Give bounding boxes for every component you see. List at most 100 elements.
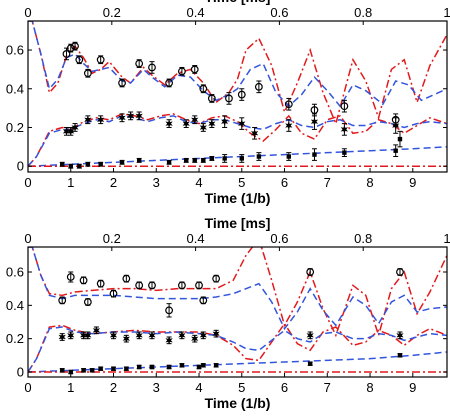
x2-tick-label: 0 (24, 231, 31, 246)
x-tick-label: 7 (324, 175, 331, 190)
data-point-star (208, 119, 216, 128)
data-point-circle (122, 274, 131, 283)
data-point-star (340, 125, 349, 134)
x2-tick-label: 0.6 (270, 5, 288, 20)
data-point-circle (165, 79, 173, 87)
data-point-square (209, 156, 215, 161)
data-point-star (182, 119, 190, 128)
x-tick-label: 6 (281, 175, 288, 190)
data-point-square (119, 160, 125, 165)
x2-tick-label: 1 (443, 5, 450, 20)
x2-tick-label: 0.8 (354, 5, 372, 20)
data-point-square (183, 158, 189, 163)
data-point-square (256, 154, 262, 159)
data-point-square (196, 364, 202, 370)
data-point-square (342, 150, 347, 155)
x-tick-label: 0 (24, 175, 31, 190)
data-point-circle (96, 55, 105, 64)
data-point-circle (199, 296, 208, 305)
x-tick-label: 3 (153, 380, 160, 395)
theory-curve-red (28, 113, 447, 167)
x2-tick-label: 0.8 (354, 231, 372, 246)
y-tick-label: 0 (17, 365, 24, 380)
data-point-square (98, 162, 103, 167)
data-point-star (135, 111, 143, 121)
theory-curve-red (28, 21, 447, 126)
data-point-star (199, 123, 207, 132)
data-point-square (166, 364, 172, 370)
data-point-star (71, 123, 79, 132)
data-point-star (118, 113, 126, 122)
data-point-circle (83, 298, 92, 306)
data-point-square (179, 363, 185, 368)
data-point-circle (109, 289, 118, 298)
data-point-circle (340, 102, 349, 111)
data-point-star (250, 129, 259, 138)
data-point-square (222, 156, 227, 161)
data-point-star (84, 331, 92, 340)
x-tick-label: 9 (409, 380, 416, 395)
data-point-star (285, 121, 293, 130)
data-point-circle (79, 276, 88, 285)
data-point-circle (118, 79, 126, 87)
data-point-square (124, 366, 129, 371)
data-point-circle (148, 281, 156, 290)
data-point-square (192, 158, 197, 163)
x2-tick-label: 0.4 (187, 231, 205, 246)
data-point-circle (58, 296, 67, 305)
x-tick-label: 0 (24, 380, 31, 395)
data-point-star (306, 331, 314, 340)
data-point-circle (254, 82, 263, 91)
data-point-star (97, 115, 105, 124)
data-point-square (136, 158, 142, 163)
data-point-circle (207, 94, 216, 103)
data-point-circle (178, 67, 186, 76)
data-point-square (81, 368, 86, 373)
x-tick-label: 5 (238, 175, 245, 190)
data-point-star (58, 332, 66, 342)
data-point-circle (62, 50, 71, 58)
x2-tick-label: 0.2 (103, 5, 121, 20)
x-axis-title: Time (1/b) (205, 190, 271, 206)
theory-curve-red (28, 322, 447, 373)
data-point-circle (284, 100, 293, 109)
x-tick-label: 4 (195, 175, 202, 190)
theory-curve-blue (28, 146, 447, 167)
x-tick-label: 9 (409, 175, 416, 190)
data-point-star (392, 121, 400, 130)
data-point-circle (310, 106, 319, 114)
y-tick-label: 0.6 (6, 43, 24, 58)
x-tick-label: 4 (195, 380, 202, 395)
data-point-square (111, 366, 116, 371)
x-tick-label: 8 (366, 380, 373, 395)
data-point-star (191, 334, 199, 343)
data-point-circle (195, 281, 203, 290)
data-point-square (98, 366, 103, 371)
x2-axis-title: Time [ms] (205, 0, 271, 5)
x-tick-label: 2 (110, 175, 117, 190)
data-point-square (201, 158, 206, 163)
data-point-star (126, 111, 135, 121)
x2-tick-label: 0.4 (187, 5, 205, 20)
x-tick-label: 7 (324, 380, 331, 395)
data-point-square (136, 364, 142, 370)
y-tick-label: 0.6 (6, 265, 24, 280)
x-axis-title: Time (1/b) (205, 395, 271, 411)
y-tick-label: 0 (17, 159, 24, 174)
data-point-square (201, 363, 206, 368)
x-tick-label: 2 (110, 380, 117, 395)
data-point-star (199, 331, 207, 340)
data-point-square (166, 160, 172, 165)
data-point-square (213, 363, 219, 368)
x2-axis-title: Time [ms] (205, 215, 271, 231)
x-tick-label: 3 (153, 175, 160, 190)
data-point-circle (190, 65, 199, 74)
x-tick-label: 6 (281, 380, 288, 395)
plot-area (28, 21, 447, 169)
data-point-circle (212, 274, 221, 283)
x2-tick-label: 1 (443, 231, 450, 246)
plot-area (28, 247, 447, 375)
data-point-circle (237, 90, 246, 99)
data-point-circle (225, 94, 233, 103)
data-point-star (165, 119, 173, 128)
